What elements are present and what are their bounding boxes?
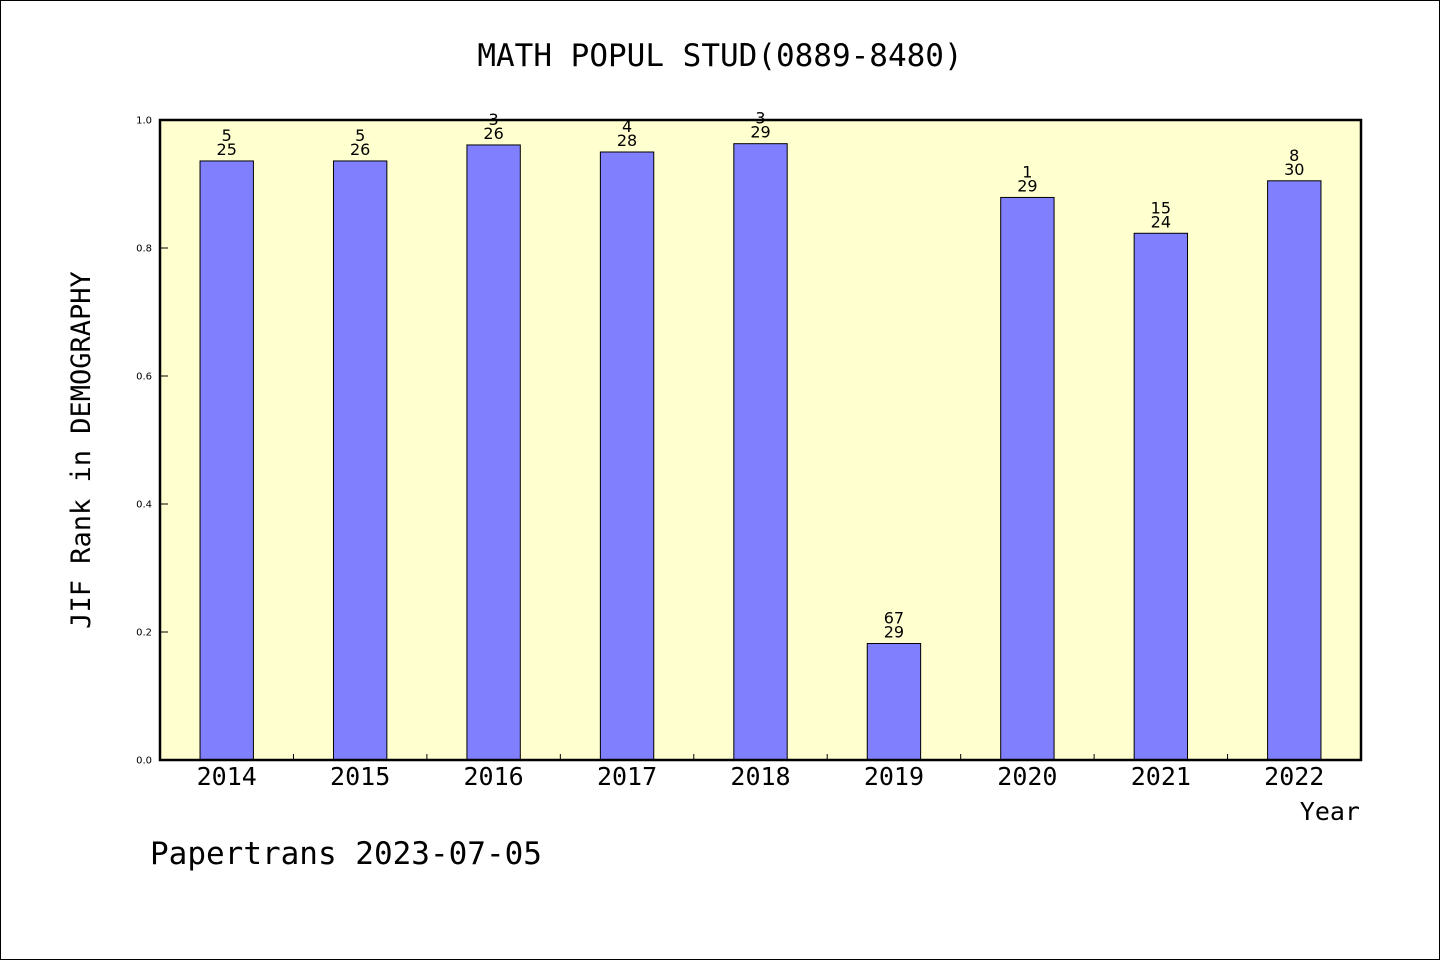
bar-label-top: 8 [1289,146,1299,165]
bar-label-bottom: 29 [884,623,904,642]
bar-label-top: 3 [755,109,765,128]
x-tick-label: 2018 [730,762,790,791]
bar-label-bottom: 25 [217,140,237,159]
bar-label-top: 15 [1151,198,1171,217]
y-tick-label: 0.2 [136,628,152,639]
y-tick-label: 0.0 [136,756,152,767]
x-tick-label: 2015 [330,762,390,791]
bar-label-top: 5 [222,126,232,145]
bar [1133,232,1189,761]
bar [466,144,521,761]
footer-credit: Papertrans 2023-07-05 [150,836,542,872]
x-tick-label: 2019 [864,762,924,791]
y-tick-label: 0.4 [136,500,152,511]
bar [1267,180,1322,761]
bar [199,160,254,761]
bar [866,643,922,761]
bar-label-bottom: 26 [483,124,503,143]
x-tick-label: 2016 [464,762,524,791]
x-tick-label: 2022 [1264,762,1324,791]
bar-label-top: 4 [622,117,632,136]
x-tick-label: 2014 [197,762,257,791]
bar-label-bottom: 28 [617,131,637,150]
y-axis-label: JIF Rank in DEMOGRAPHY [66,271,97,629]
bar-label-top: 1 [1022,162,1032,181]
bar-label-top: 67 [884,609,904,628]
y-tick-label: 1.0 [136,116,152,127]
bar-label-bottom: 26 [350,140,370,159]
x-axis-label: Year [1300,797,1360,826]
bar [332,160,388,761]
y-axis-ticks: 0.0 0.2 0.4 0.6 0.8 1.0 [136,116,168,767]
x-tick-label: 2020 [997,762,1057,791]
x-tick-label: 2021 [1131,762,1191,791]
bar-label-bottom: 30 [1284,160,1304,179]
bar-label-bottom: 24 [1151,212,1171,231]
x-tick-label: 2017 [597,762,657,791]
bar-label-top: 5 [355,126,365,145]
bar [733,143,788,761]
bar [1000,196,1055,761]
y-tick-label: 0.6 [136,372,152,383]
y-tick-label: 0.8 [136,244,152,255]
chart-title: MATH POPUL STUD(0889-8480) [477,38,962,74]
plot-border [158,118,1363,762]
bar-label-bottom: 29 [750,123,770,142]
x-axis-ticks: 2014 2015 2016 2017 2018 2019 2020 2021 2022 [197,754,1324,791]
bar [599,151,655,761]
bar-label-bottom: 29 [1017,176,1037,195]
